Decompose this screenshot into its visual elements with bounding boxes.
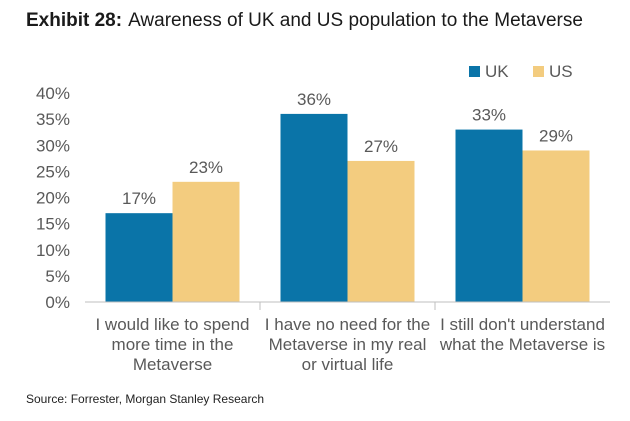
bar-us-3 <box>522 150 590 302</box>
y-tick-label: 10% <box>36 241 70 260</box>
y-tick-label: 40% <box>36 84 70 103</box>
data-label: 29% <box>539 126 573 145</box>
legend-label-us: US <box>549 62 573 81</box>
category-label: Metaverse in my real <box>269 335 427 354</box>
bar-uk-3 <box>455 129 523 302</box>
legend-swatch-uk <box>469 66 480 77</box>
category-label: I still don't understand <box>440 315 605 334</box>
data-label: 27% <box>364 137 398 156</box>
data-label: 36% <box>297 90 331 109</box>
bar-us-1 <box>172 181 240 302</box>
legend-label-uk: UK <box>485 62 509 81</box>
legend-swatch-us <box>533 66 544 77</box>
y-tick-label: 0% <box>45 293 70 312</box>
y-tick-label: 25% <box>36 162 70 181</box>
bar-uk-2 <box>280 113 348 303</box>
title-text: Awareness of UK and US population to the… <box>128 10 583 31</box>
category-label: what the Metaverse is <box>439 335 605 354</box>
category-label: or virtual life <box>302 355 394 374</box>
y-tick-label: 35% <box>36 110 70 129</box>
chart-title: Exhibit 28: Awareness of UK and US popula… <box>26 10 583 32</box>
bar-us-2 <box>347 160 415 302</box>
y-tick-label: 20% <box>36 189 70 208</box>
data-label: 23% <box>189 158 223 177</box>
y-tick-label: 15% <box>36 215 70 234</box>
category-label: I would like to spend <box>95 315 249 334</box>
category-label: Metaverse <box>133 355 212 374</box>
exhibit-label: Exhibit 28: <box>26 10 123 31</box>
bar-uk-1 <box>105 213 173 302</box>
y-tick-label: 30% <box>36 136 70 155</box>
source-note: Source: Forrester, Morgan Stanley Resear… <box>26 392 265 406</box>
category-label: more time in the <box>112 335 234 354</box>
data-label: 17% <box>122 189 156 208</box>
y-tick-label: 5% <box>45 267 70 286</box>
data-label: 33% <box>472 106 506 125</box>
category-label: I have no need for the <box>265 315 430 334</box>
